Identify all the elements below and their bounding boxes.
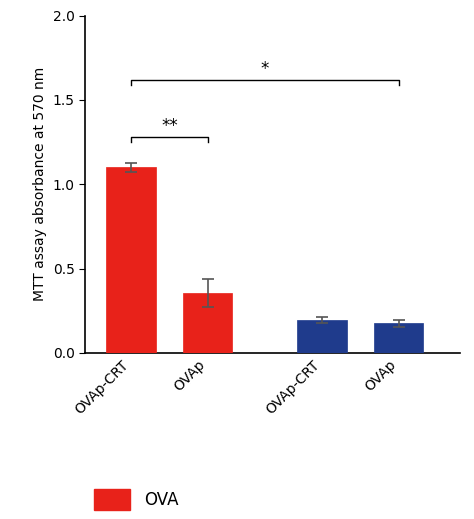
Y-axis label: MTT assay absorbance at 570 nm: MTT assay absorbance at 570 nm [33, 67, 47, 302]
Text: **: ** [161, 117, 178, 135]
Bar [183, 293, 232, 353]
Legend: OVA, BSA: OVA, BSA [94, 489, 178, 519]
Text: *: * [261, 60, 269, 78]
Bar [374, 323, 423, 353]
Bar [106, 167, 156, 353]
Bar [297, 320, 347, 353]
